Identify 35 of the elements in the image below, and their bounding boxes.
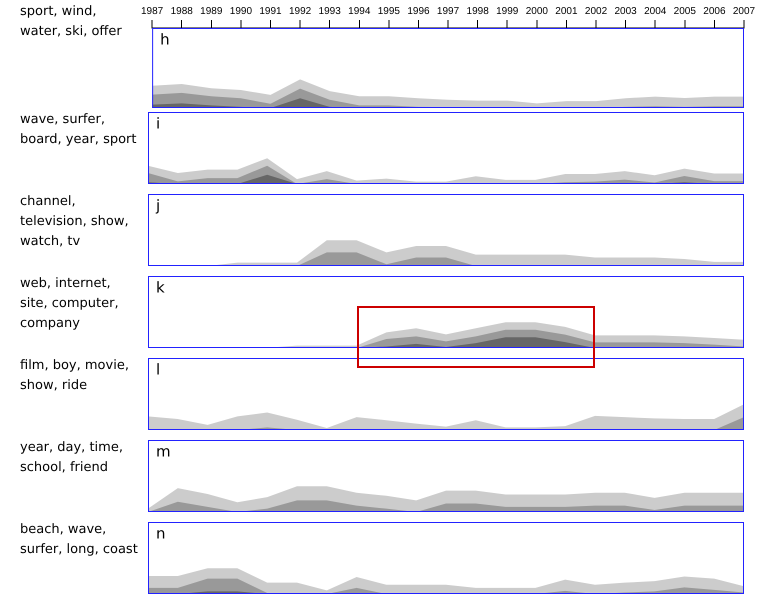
x-tick-label: 2006: [703, 6, 726, 17]
x-tick-label: 1994: [348, 6, 371, 17]
chart-title: h: [160, 30, 170, 48]
x-tick-label: 2007: [732, 6, 756, 17]
chart-title: k: [156, 278, 165, 296]
x-tick-label: 2002: [584, 6, 608, 17]
x-tick-label: 2003: [614, 6, 638, 17]
chart-title: m: [156, 442, 171, 460]
y-axis-title: beach, wave, surfer, long, coast: [20, 521, 138, 559]
x-tick-label: 1992: [288, 6, 312, 17]
chart-title: i: [156, 114, 160, 132]
x-tick-label: 1997: [436, 6, 460, 17]
y-axis-title: web, internet, site, computer, company: [20, 275, 120, 333]
x-tick-label: 1988: [170, 6, 194, 17]
y-axis-title: wave, surfer, board, year, sport: [20, 111, 138, 149]
y-axis-title: year, day, time, school, friend: [20, 439, 124, 477]
chart-title: j: [155, 196, 160, 214]
x-tick-label: 1995: [378, 6, 400, 17]
chart-title: n: [156, 524, 166, 542]
x-tick-label: 2000: [526, 6, 548, 17]
y-axis-title: channel, television, show, watch, tv: [20, 193, 130, 251]
x-tick-label: 2004: [644, 6, 667, 17]
x-tick-label: 1998: [466, 6, 490, 17]
x-tick-label: 2005: [674, 6, 696, 17]
x-tick-label: 1990: [230, 6, 252, 17]
x-tick-label: 2001: [555, 6, 578, 17]
x-tick-label: 1999: [496, 6, 519, 17]
chart-title: l: [156, 360, 160, 378]
x-tick-label: 1996: [407, 6, 430, 17]
x-tick-label: 1991: [259, 6, 282, 17]
x-tick-label: 1987: [141, 6, 164, 17]
y-axis-title: film, boy, movie, show, ride: [20, 357, 130, 395]
x-tick-label: 1989: [200, 6, 223, 17]
x-tick-label: 1993: [318, 6, 342, 17]
y-axis-title: sport, wind, water, ski, offer: [20, 3, 123, 41]
